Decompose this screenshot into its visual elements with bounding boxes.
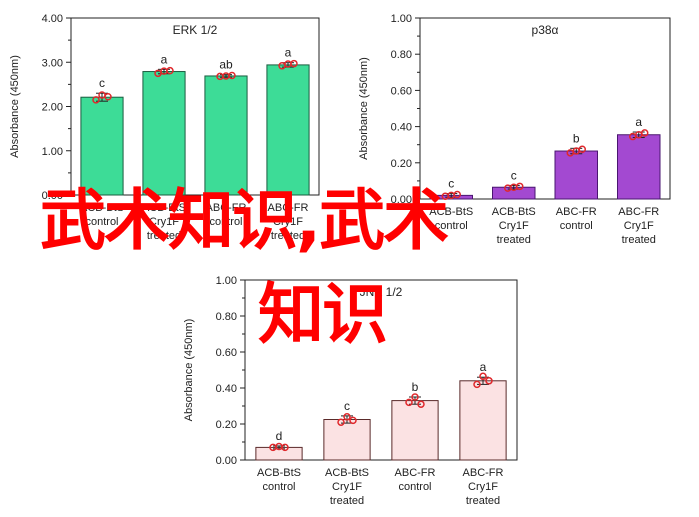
chart-title: ERK 1/2 [173,23,218,37]
bar [80,96,124,196]
category-label: ACB-BtS [80,202,124,214]
significance-letter: c [511,168,517,182]
y-tick-label: 2.00 [42,102,63,114]
category-label: ABC-FR [268,202,309,214]
data-point [281,443,289,452]
data-point [343,413,351,421]
y-axis-label: Absorbance (450nm) [9,55,21,158]
category-label: control [209,216,242,228]
bar [391,400,439,461]
data-point [479,372,487,381]
significance-letter: c [448,177,454,191]
significance-letter: a [480,360,487,374]
category-label: Cry1F [499,220,529,232]
data-point [104,93,112,101]
y-tick-label: 4.00 [42,13,63,25]
data-point [417,400,425,408]
chart-panel-3: 0.00 0.20 0.40 0.60 0.80 1.00 Absorbance (450n… [183,275,518,507]
significance-letter: a [635,115,642,129]
y-tick-label: 1.00 [391,13,412,25]
category-label: ACB-BtS [325,467,369,479]
category-label: Cry1F [149,216,179,228]
bar [204,75,248,196]
category-label: treated [622,234,656,246]
category-label: treated [271,230,305,242]
category-label: treated [466,495,500,507]
chart-panel-2: 0.00 0.20 0.40 0.60 0.80 1.00 Absorbance (450n… [358,13,671,246]
category-label: ACB-BtS [257,467,301,479]
data-point [290,59,298,68]
significance-letter: d [276,429,283,443]
significance-letter: c [344,399,350,413]
data-point [337,418,345,426]
chart-title: p38α [532,23,559,37]
data-point [166,66,174,75]
category-label: treated [330,495,364,507]
bar [142,71,186,196]
category-label: treated [147,230,181,242]
y-tick-label: 1.00 [216,275,237,287]
y-tick-label: 0.40 [391,122,412,134]
category-label: control [560,220,593,232]
y-tick-label: 1.00 [42,146,63,158]
y-axis-label: Absorbance (450nm) [183,319,195,422]
category-label: Cry1F [332,481,362,493]
y-tick-label: 0.80 [391,49,412,61]
category-label: ABC-FR [395,467,436,479]
chart-panel-1: 0.00 1.00 2.00 3.00 4.00 Absorbance (450nm) ER… [9,13,320,242]
category-label: ACB-BtS [142,202,186,214]
category-label: treated [497,234,531,246]
y-tick-label: 0.00 [42,190,63,202]
category-label: ABC-FR [556,206,597,218]
category-label: control [435,220,468,232]
y-tick-label: 0.60 [216,347,237,359]
bar [459,380,507,461]
significance-letter: b [412,380,419,394]
category-label: control [262,481,295,493]
data-point [473,380,481,389]
y-tick-label: 0.80 [216,311,237,323]
y-tick-label: 0.60 [391,85,412,97]
data-point [641,129,649,137]
bar [617,134,661,200]
category-label: control [398,481,431,493]
data-point [92,96,100,104]
significance-letter: c [99,76,105,90]
data-point [228,71,236,80]
category-label: ABC-FR [618,206,659,218]
y-tick-label: 0.20 [391,158,412,170]
bar [554,150,598,200]
data-point [578,145,586,153]
y-tick-label: 0.20 [216,419,237,431]
y-tick-label: 3.00 [42,57,63,69]
y-tick-label: 0.40 [216,383,237,395]
category-label: control [85,216,118,228]
data-point [411,393,419,401]
significance-letter: a [161,52,168,66]
category-label: ABC-FR [206,202,247,214]
significance-letter: a [285,46,292,60]
category-label: ABC-FR [463,467,504,479]
significance-letter: ab [219,58,233,72]
category-label: Cry1F [624,220,654,232]
y-tick-label: 0.00 [391,194,412,206]
category-label: Cry1F [273,216,303,228]
chart-title: JNK 1/2 [360,285,403,299]
bar [266,64,310,196]
data-point [405,398,413,407]
significance-letter: b [573,131,580,145]
data-point [349,416,357,425]
y-tick-label: 0.00 [216,455,237,467]
data-point [485,377,493,385]
data-point [516,182,524,191]
category-label: Cry1F [468,481,498,493]
y-axis-label: Absorbance (450nm) [358,57,370,160]
bar [323,419,371,461]
category-label: ACB-BtS [429,206,473,218]
category-label: ACB-BtS [492,206,536,218]
data-point [453,190,461,199]
